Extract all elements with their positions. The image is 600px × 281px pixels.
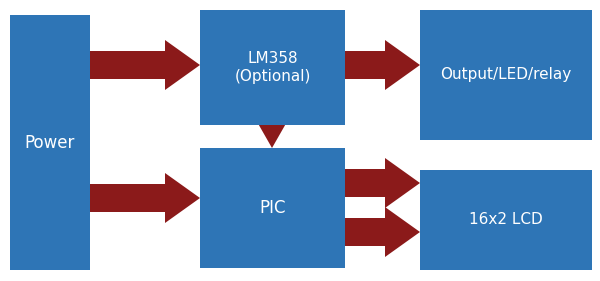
- Bar: [10, 15, 90, 270]
- Polygon shape: [345, 40, 420, 90]
- Text: PIC: PIC: [259, 199, 286, 217]
- Text: LM358
(Optional): LM358 (Optional): [235, 51, 311, 84]
- Polygon shape: [345, 158, 420, 208]
- Bar: [420, 10, 592, 140]
- Polygon shape: [345, 207, 420, 257]
- Text: Output/LED/relay: Output/LED/relay: [440, 67, 572, 83]
- Polygon shape: [90, 173, 200, 223]
- Bar: [200, 148, 345, 268]
- Bar: [200, 10, 345, 125]
- Text: Power: Power: [25, 133, 75, 151]
- Bar: [420, 170, 592, 270]
- Polygon shape: [90, 40, 200, 90]
- Polygon shape: [252, 113, 292, 148]
- Text: 16x2 LCD: 16x2 LCD: [469, 212, 543, 228]
